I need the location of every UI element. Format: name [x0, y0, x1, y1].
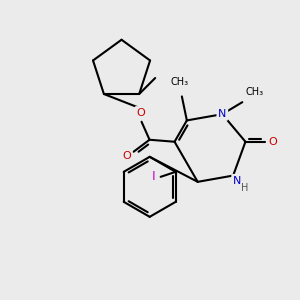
Text: H: H	[242, 183, 249, 193]
Text: O: O	[268, 137, 277, 147]
Text: O: O	[122, 151, 131, 161]
Text: I: I	[152, 170, 155, 183]
Text: CH₃: CH₃	[171, 77, 189, 87]
Text: N: N	[218, 109, 226, 119]
Text: N: N	[233, 176, 241, 186]
Text: CH₃: CH₃	[245, 87, 263, 97]
Text: O: O	[136, 108, 145, 118]
